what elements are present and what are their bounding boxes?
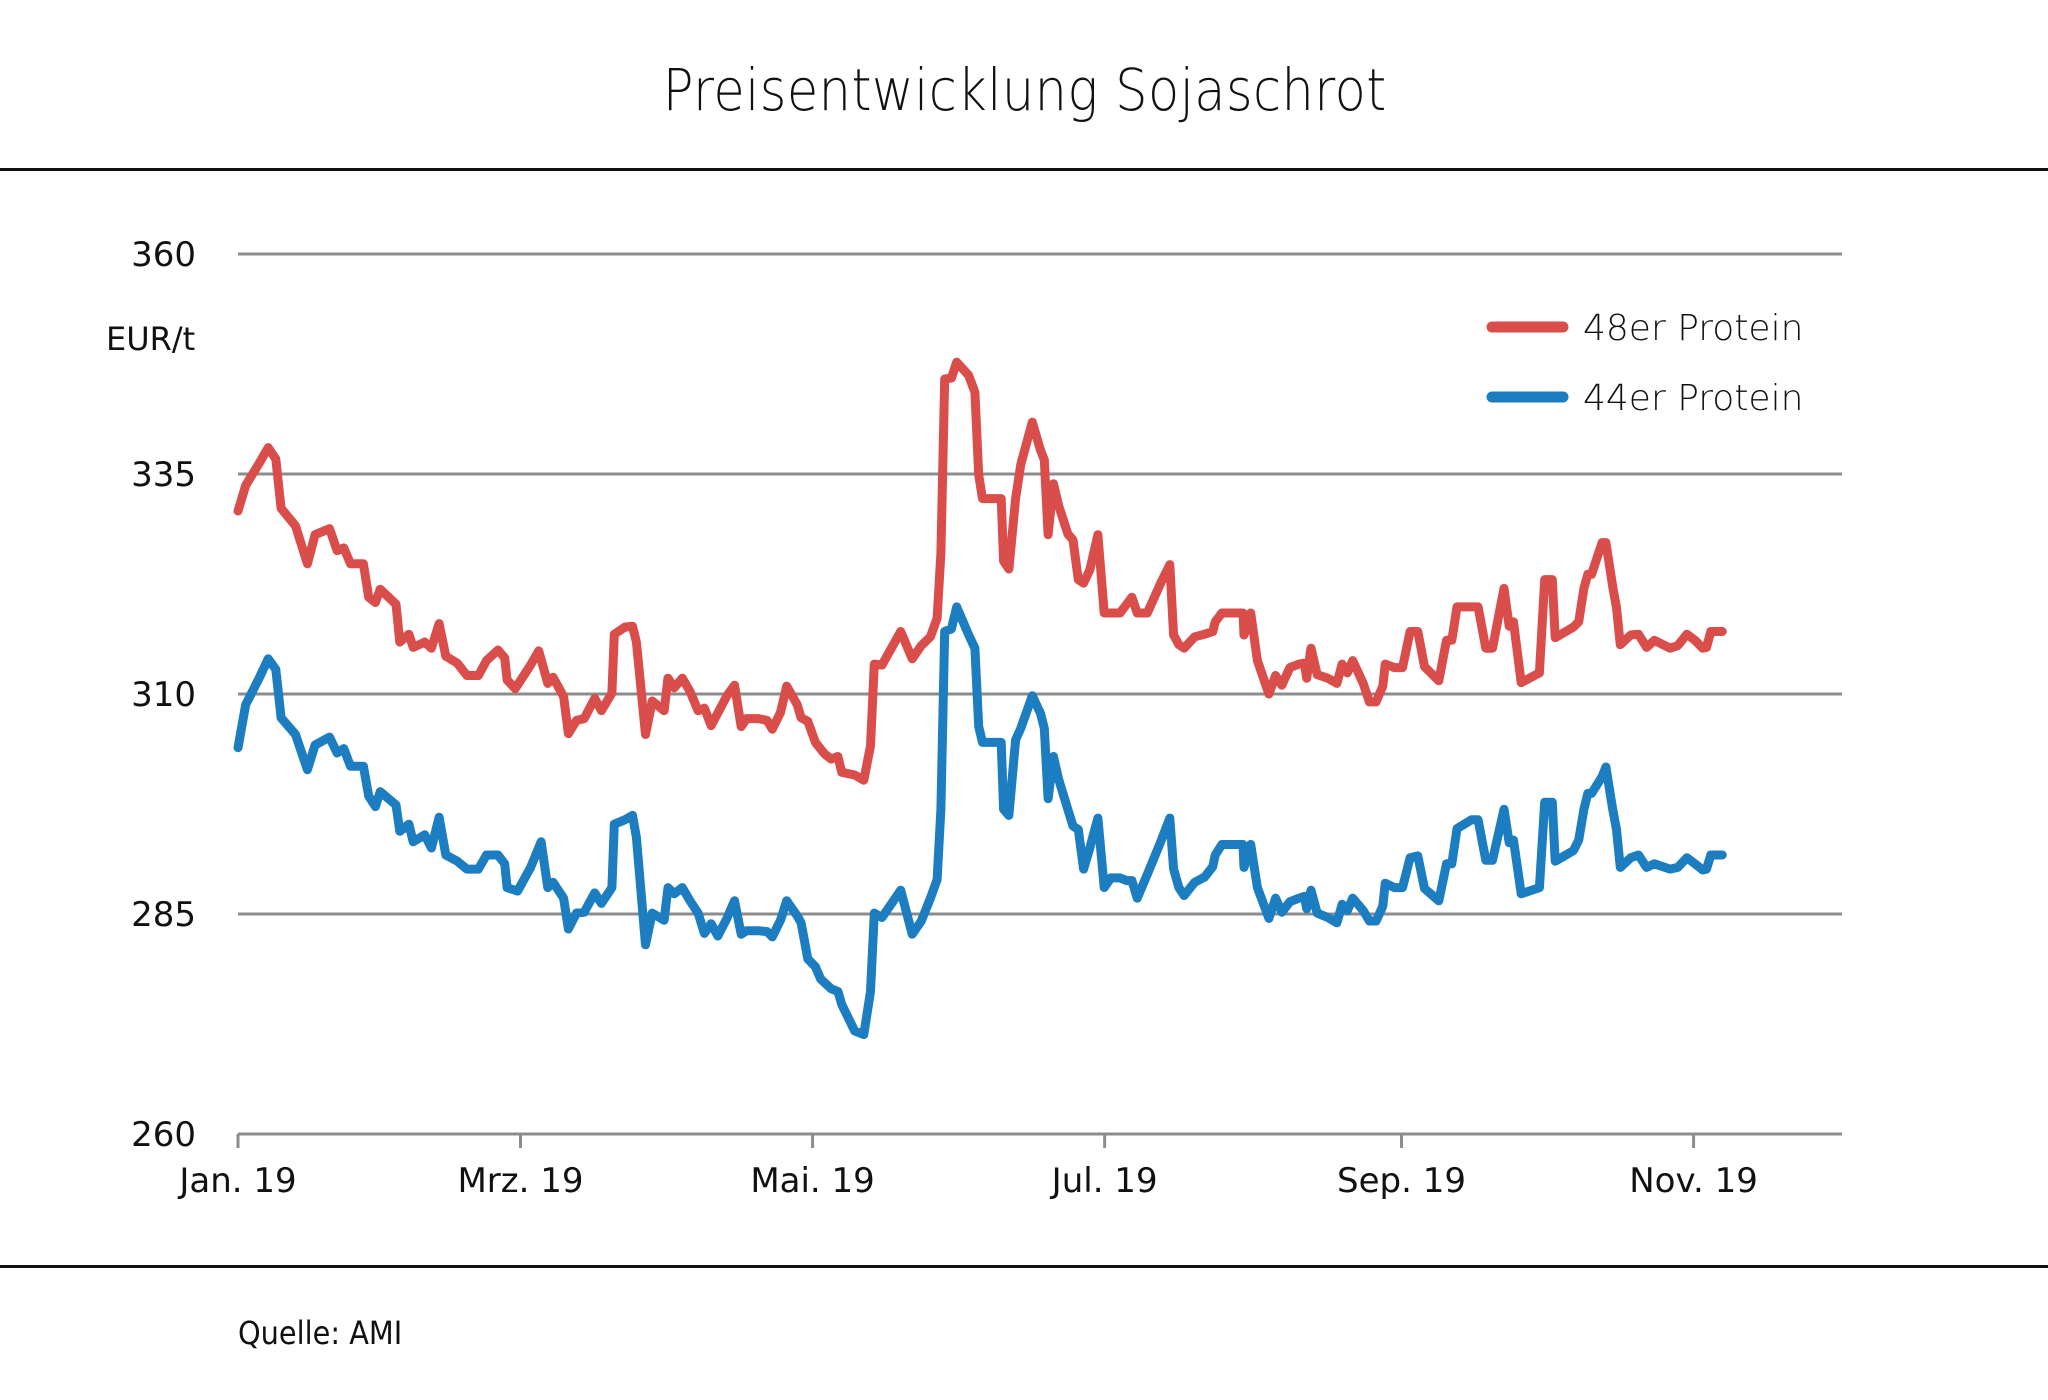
y-axis-ticks: 260 285 310 335 360 bbox=[131, 235, 196, 1155]
x-tick-label: Mrz. 19 bbox=[457, 1161, 583, 1201]
legend-label: 48er Protein bbox=[1583, 308, 1803, 349]
bottom-divider bbox=[0, 1265, 2048, 1268]
x-tick-label: Mai. 19 bbox=[750, 1161, 875, 1201]
series-line-48er-protein bbox=[233, 357, 1727, 785]
chart-title: Preisentwicklung Sojaschrot bbox=[662, 56, 1387, 124]
source-note: Quelle: AMI bbox=[238, 1314, 403, 1352]
top-divider bbox=[0, 168, 2048, 171]
x-tick-label: Sep. 19 bbox=[1337, 1161, 1466, 1201]
y-tick-label: 260 bbox=[131, 1115, 196, 1155]
gridlines bbox=[238, 252, 1842, 1136]
x-tick-label: Nov. 19 bbox=[1629, 1161, 1758, 1201]
series-line-44er-protein bbox=[233, 602, 1727, 1040]
y-tick-label: 335 bbox=[131, 455, 196, 495]
series-lines bbox=[233, 357, 1727, 1040]
y-tick-label: 310 bbox=[131, 675, 196, 715]
y-tick-label: 360 bbox=[131, 235, 196, 275]
y-tick-label: 285 bbox=[131, 895, 196, 935]
legend-label: 44er Protein bbox=[1583, 378, 1803, 419]
y-axis-unit-label: EUR/t bbox=[106, 320, 195, 358]
x-tick-label: Jan. 19 bbox=[177, 1161, 296, 1201]
x-tick-label: Jul. 19 bbox=[1050, 1161, 1158, 1201]
legend: 48er Protein 44er Protein bbox=[1486, 308, 1803, 419]
x-axis: Jan. 19 Mrz. 19 Mai. 19 Jul. 19 Sep. 19 Nov. … bbox=[177, 1134, 1758, 1201]
